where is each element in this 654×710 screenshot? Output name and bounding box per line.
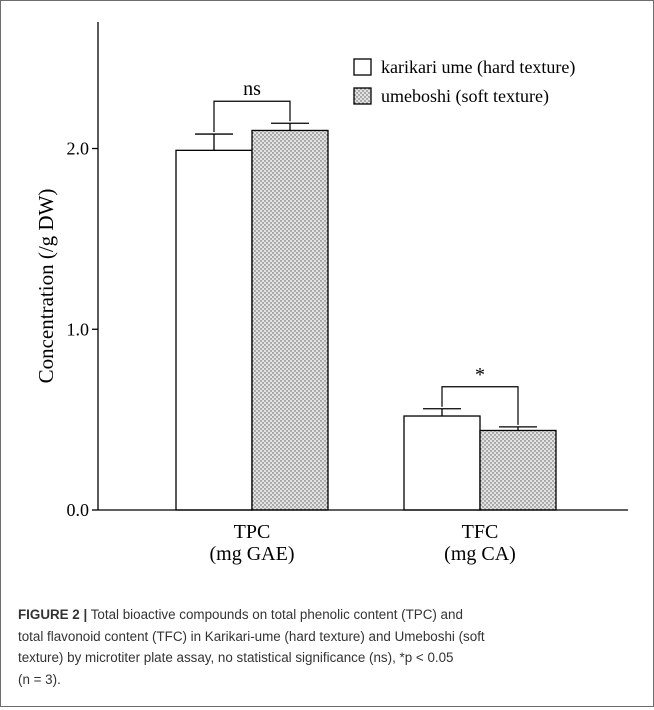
y-tick-label: 1.0 — [67, 319, 90, 339]
x-category-sublabel: (mg CA) — [444, 543, 516, 565]
x-category-label: TPC — [234, 521, 271, 543]
bar-tfc-series-2 — [479, 429, 557, 511]
figure-caption: FIGURE 2 | Total bioactive compounds on … — [18, 604, 634, 690]
caption-label: FIGURE 2 | — [18, 607, 88, 622]
caption-line-2: total flavonoid content (TFC) in Karikar… — [18, 628, 485, 644]
x-category-label: TFC — [462, 521, 499, 543]
caption-line-4: (n = 3). — [18, 671, 61, 687]
legend-swatch-2 — [353, 87, 372, 105]
significance-bracket — [441, 386, 519, 425]
y-tick-label: 2.0 — [67, 139, 90, 159]
significance-bracket — [213, 100, 291, 133]
y-tick-label: 0.0 — [67, 500, 90, 520]
significance-label: ns — [243, 78, 261, 100]
caption-line-3: texture) by microtiter plate assay, no s… — [18, 650, 454, 665]
significance-label: * — [475, 364, 485, 386]
legend-label-1: karikari ume (hard texture) — [381, 57, 575, 78]
x-category-sublabel: (mg GAE) — [210, 543, 295, 565]
frame-bottom-line — [0, 706, 654, 707]
bar-tpc-series-1 — [175, 149, 253, 511]
caption-line-1: Total bioactive compounds on total pheno… — [90, 607, 463, 622]
legend-swatch-1 — [353, 58, 372, 76]
chart: 0.0 1.0 2.0 Concentration (/g DW) ns TPC(mg G… — [34, 22, 628, 565]
legend-label-2: umeboshi (soft texture) — [381, 86, 549, 107]
y-axis-label: Concentration (/g DW) — [34, 189, 58, 384]
